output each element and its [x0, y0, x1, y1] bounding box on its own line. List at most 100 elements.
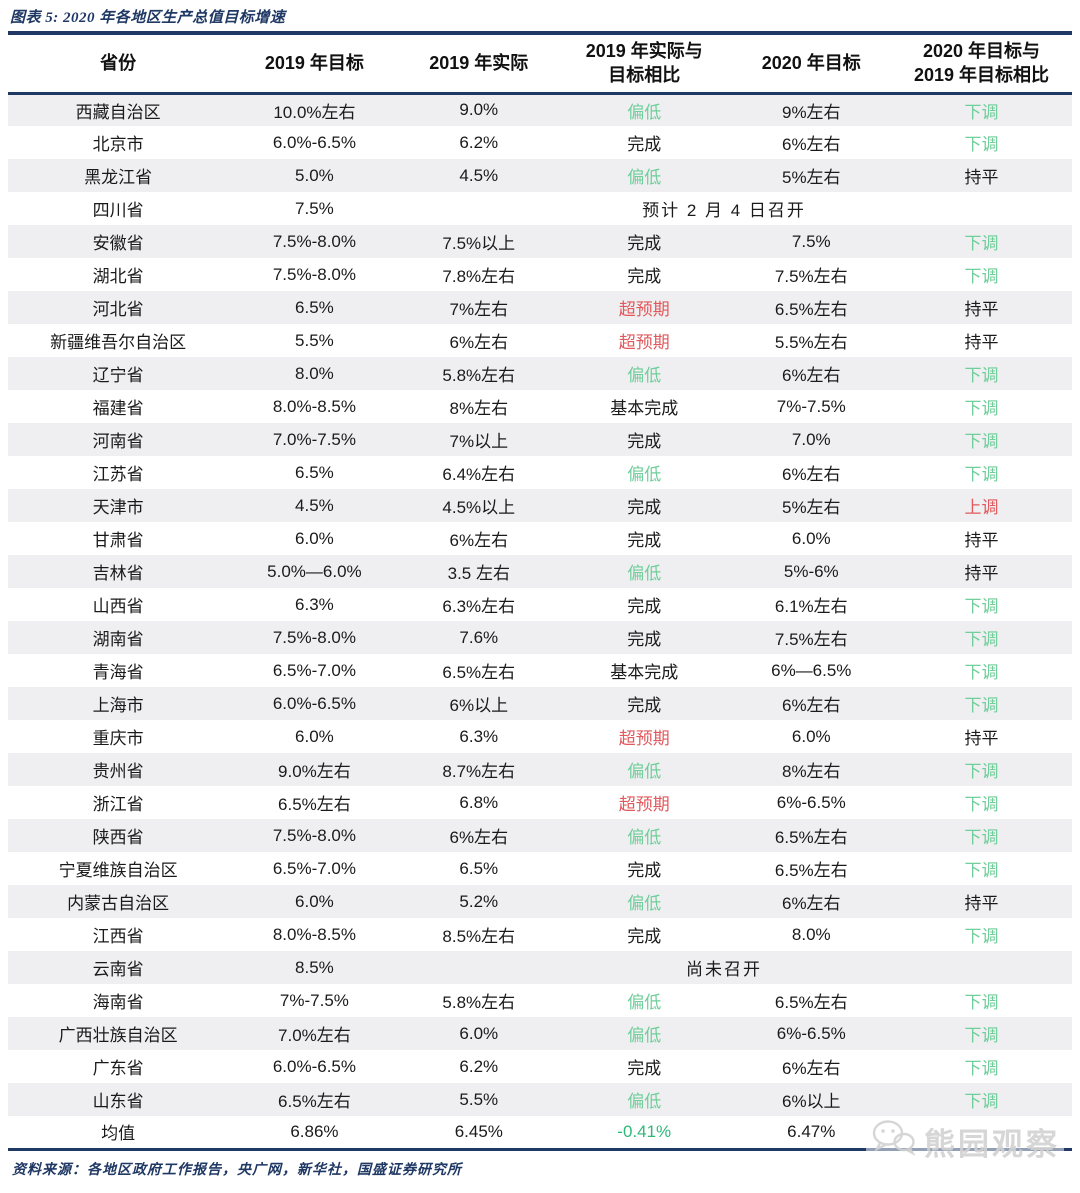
- table-row: 重庆市 6.0% 6.3% 超预期 6.0% 持平: [8, 720, 1072, 753]
- cell-actual-2019: 7.8%左右: [442, 267, 516, 286]
- table-row: 云南省 8.5% 尚未召开: [8, 951, 1072, 984]
- cell-target-2020: 6%—6.5%: [771, 660, 852, 680]
- cell-actual-vs-target: 偏低: [627, 465, 662, 484]
- cell-target-2020: 6.47%: [787, 1121, 836, 1141]
- cell-actual-2019: 6.3%左右: [442, 597, 516, 616]
- cell-actual-2019: 5.8%左右: [442, 366, 516, 385]
- cell-target-2020: 6%以上: [781, 1092, 841, 1111]
- cell-change-vs-2019: 下调: [964, 366, 999, 385]
- cell-change-vs-2019: 下调: [964, 696, 999, 715]
- cell-change-vs-2019: 下调: [964, 399, 999, 418]
- cell-actual-2019: 6.4%左右: [442, 465, 516, 484]
- cell-province: 甘肃省: [92, 531, 144, 550]
- table-row: 广东省 6.0%-6.5% 6.2% 完成 6%左右 下调: [8, 1050, 1072, 1083]
- cell-actual-2019: 7.6%: [459, 627, 499, 647]
- cell-actual-2019: 7%左右: [449, 300, 509, 319]
- table-row: 福建省 8.0%-8.5% 8%左右 基本完成 7%-7.5% 下调: [8, 390, 1072, 423]
- cell-change-vs-2019: 下调: [964, 597, 999, 616]
- table-row: 宁夏维族自治区 6.5%-7.0% 6.5% 完成 6.5%左右 下调: [8, 852, 1072, 885]
- cell-actual-2019: 9.0%: [459, 100, 499, 120]
- cell-change-vs-2019: 下调: [964, 432, 999, 451]
- cell-change-vs-2019: 下调: [964, 234, 999, 253]
- table-row: 海南省 7%-7.5% 5.8%左右 偏低 6.5%左右 下调: [8, 984, 1072, 1017]
- cell-actual-vs-target: 完成: [627, 630, 662, 649]
- cell-change-vs-2019: 下调: [964, 1092, 999, 1111]
- cell-province: 陕西省: [92, 828, 144, 847]
- cell-change-vs-2019: 下调: [964, 861, 999, 880]
- cell-actual-2019: 6.8%: [459, 792, 499, 812]
- cell-province: 湖南省: [92, 630, 144, 649]
- cell-actual-2019: 6.5%: [459, 858, 499, 878]
- cell-target-2019: 6.86%: [290, 1121, 339, 1141]
- cell-target-2019: 6.0%-6.5%: [272, 132, 356, 152]
- table-row: 青海省 6.5%-7.0% 6.5%左右 基本完成 6%—6.5% 下调: [8, 654, 1072, 687]
- cell-actual-2019: 6%以上: [449, 696, 509, 715]
- table-row: 辽宁省 8.0% 5.8%左右 偏低 6%左右 下调: [8, 357, 1072, 390]
- cell-target-2020: 5%-6%: [783, 561, 839, 581]
- cell-target-2019: 7.5%-8.0%: [272, 627, 356, 647]
- cell-province: 西藏自治区: [75, 102, 161, 122]
- cell-target-2019: 6.5%左右: [278, 795, 351, 814]
- table-row: 西藏自治区 10.0%左右 9.0% 偏低 9%左右 下调: [8, 93, 1072, 126]
- cell-target-2020: 5%左右: [781, 168, 841, 187]
- column-header: 2019 年目标: [264, 53, 364, 74]
- cell-actual-2019: 5.5%: [459, 1089, 499, 1109]
- cell-change-vs-2019: 持平: [964, 333, 999, 352]
- cell-actual-vs-target: 完成: [627, 927, 662, 946]
- cell-province: 云南省: [92, 960, 144, 979]
- cell-target-2019: 5.0%—6.0%: [267, 561, 362, 581]
- cell-target-2019: 6.0%-6.5%: [272, 693, 356, 713]
- table-row: 四川省 7.5% 预计 2 月 4 日召开: [8, 192, 1072, 225]
- table-row: 江西省 8.0%-8.5% 8.5%左右 完成 8.0% 下调: [8, 918, 1072, 951]
- cell-actual-2019: 3.5 左右: [447, 564, 510, 583]
- cell-target-2019: 7.5%: [295, 198, 334, 218]
- cell-target-2020: 7.0%: [791, 429, 831, 449]
- table-row-mean: 均值 6.86% 6.45% -0.41% 6.47%: [8, 1116, 1072, 1149]
- cell-target-2020: 6%左右: [781, 1059, 841, 1078]
- cell-actual-vs-target: 完成: [627, 597, 662, 616]
- cell-change-vs-2019: 下调: [964, 762, 999, 781]
- cell-province: 新疆维吾尔自治区: [50, 333, 187, 352]
- column-header: 2019 年实际: [429, 53, 529, 74]
- cell-change-vs-2019: 下调: [964, 795, 999, 814]
- cell-session-note: 尚未召开: [686, 960, 763, 979]
- cell-actual-vs-target: 偏低: [627, 828, 662, 847]
- cell-change-vs-2019: 下调: [964, 828, 999, 847]
- cell-target-2019: 6.0%: [295, 891, 334, 911]
- cell-target-2019: 6.3%: [295, 594, 334, 614]
- cell-actual-2019: 8.5%左右: [442, 927, 516, 946]
- cell-actual-2019: 6.5%左右: [442, 663, 516, 682]
- cell-actual-vs-target: 超预期: [618, 729, 670, 748]
- cell-target-2019: 4.5%: [295, 495, 334, 515]
- cell-province: 上海市: [92, 696, 144, 715]
- cell-actual-2019: 6.0%: [459, 1023, 499, 1043]
- cell-change-vs-2019: [891, 951, 1072, 984]
- cell-target-2020: 6%左右: [781, 696, 841, 715]
- cell-actual-vs-target: 基本完成: [610, 399, 679, 418]
- table-row: 山西省 6.3% 6.3%左右 完成 6.1%左右 下调: [8, 588, 1072, 621]
- cell-target-2020: 6%左右: [781, 894, 841, 913]
- cell-target-2019: 7%-7.5%: [279, 990, 349, 1010]
- cell-actual-vs-target: 超预期: [618, 795, 670, 814]
- cell-target-2020: 6%左右: [781, 465, 841, 484]
- cell-actual-2019: 8%左右: [449, 399, 509, 418]
- cell-actual-vs-target: 超预期: [618, 333, 670, 352]
- column-header: 2019 年实际与 目标相比: [585, 40, 703, 86]
- table-row: 湖南省 7.5%-8.0% 7.6% 完成 7.5%左右 下调: [8, 621, 1072, 654]
- table-row: 甘肃省 6.0% 6%左右 完成 6.0% 持平: [8, 522, 1072, 555]
- cell-target-2020: 5.5%左右: [774, 333, 848, 352]
- cell-change-vs-2019: 持平: [964, 300, 999, 319]
- cell-change-vs-2019: 下调: [964, 267, 999, 286]
- figure-title: 图表 5: 2020 年各地区生产总值目标增速: [10, 10, 286, 26]
- cell-province: 宁夏维族自治区: [58, 861, 178, 880]
- cell-target-2020: 8%左右: [781, 762, 841, 781]
- cell-change-vs-2019: 持平: [964, 894, 999, 913]
- cell-actual-2019: 6.3%: [459, 726, 499, 746]
- cell-target-2020: 6%-6.5%: [776, 792, 846, 812]
- cell-target-2019: 5.5%: [295, 330, 334, 350]
- cell-target-2019: 7.0%左右: [278, 1026, 351, 1045]
- cell-target-2020: 6%-6.5%: [776, 1023, 846, 1043]
- cell-actual-vs-target: 偏低: [627, 564, 662, 583]
- table-row: 吉林省 5.0%—6.0% 3.5 左右 偏低 5%-6% 持平: [8, 555, 1072, 588]
- cell-target-2020: 6.5%左右: [774, 861, 848, 880]
